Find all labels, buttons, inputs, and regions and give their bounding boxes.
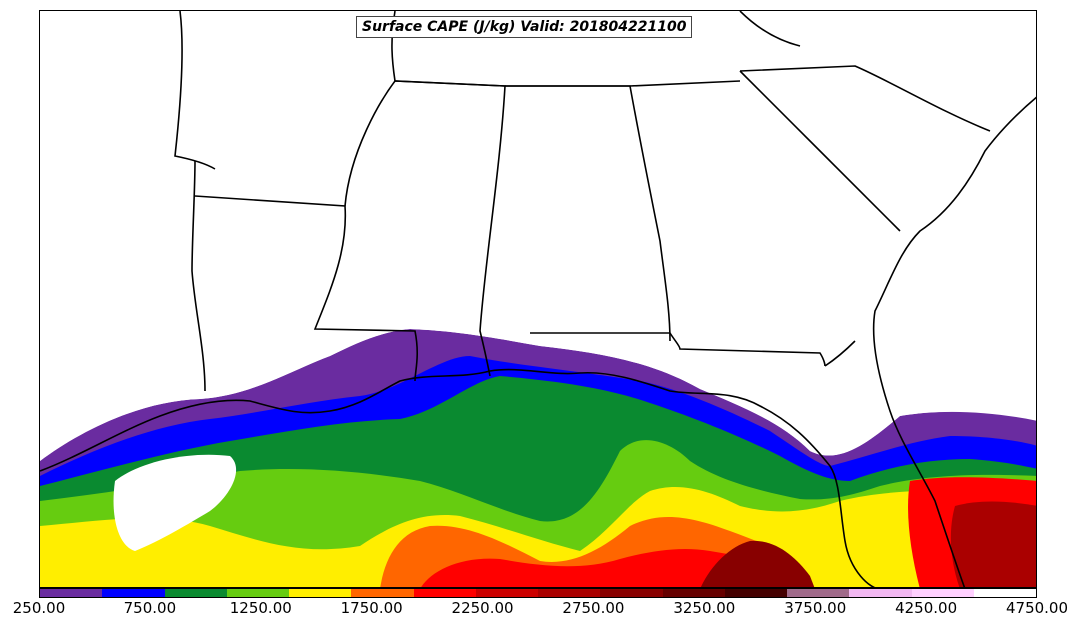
lake-area <box>113 454 237 551</box>
no-data-areas <box>40 11 1036 551</box>
state-line-al-ga <box>505 85 671 342</box>
state-line-ar <box>174 11 216 170</box>
state-line-ms-tn <box>394 80 741 87</box>
map-frame <box>39 10 1037 588</box>
colorbar <box>39 588 1037 598</box>
colorbar-segment <box>102 589 165 597</box>
colorbar-tick-label: 4250.00 <box>895 599 958 617</box>
colorbar-segment <box>911 589 974 597</box>
colorbar-segment <box>164 589 227 597</box>
colorbar-tick-label: 1250.00 <box>229 599 292 617</box>
colorbar-segment <box>662 589 725 597</box>
coastline <box>40 368 876 587</box>
colorbar-tick-label: 250.00 <box>12 599 66 617</box>
boundaries <box>40 11 1036 587</box>
colorbar-tick-label: 3750.00 <box>784 599 847 617</box>
land-mask <box>40 11 1036 461</box>
colorbar-tick-label: 3250.00 <box>673 599 736 617</box>
colorbar-tick-label: 2250.00 <box>451 599 514 617</box>
state-line-ga-sc <box>739 70 901 232</box>
colorbar-segment <box>289 589 352 597</box>
state-line-ga-fl <box>824 340 856 367</box>
colorbar-segment <box>40 589 103 597</box>
colorbar-segment <box>226 589 289 597</box>
cape-contours <box>40 329 1036 587</box>
map-title: Surface CAPE (J/kg) Valid: 201804221100 <box>356 16 693 38</box>
colorbar-tick-label: 2750.00 <box>562 599 625 617</box>
state-line-nc-va <box>739 11 801 47</box>
state-line-ms-al <box>344 80 506 377</box>
colorbar-segment <box>724 589 787 597</box>
colorbar-segment <box>413 589 476 597</box>
colorbar-segment <box>849 589 912 597</box>
state-line-al-fl <box>530 332 826 367</box>
cape-band-dark <box>700 540 815 587</box>
colorbar-segment <box>538 589 601 597</box>
colorbar-tick-label: 1750.00 <box>340 599 403 617</box>
colorbar-segment <box>787 589 850 597</box>
cape-band-dark-east <box>950 501 1036 587</box>
colorbar-segment <box>351 589 414 597</box>
colorbar-tick-label: 4750.00 <box>1005 599 1069 617</box>
colorbar-tick-label: 750.00 <box>123 599 177 617</box>
state-line-sc-nc <box>739 65 991 132</box>
colorbar-segment <box>973 589 1036 597</box>
colorbar-segment <box>600 589 663 597</box>
coastline-east <box>872 96 1036 587</box>
state-line-la-ms <box>194 195 418 382</box>
cape-map <box>40 11 1036 587</box>
state-line-tx-la <box>191 160 206 392</box>
colorbar-segment <box>475 589 538 597</box>
